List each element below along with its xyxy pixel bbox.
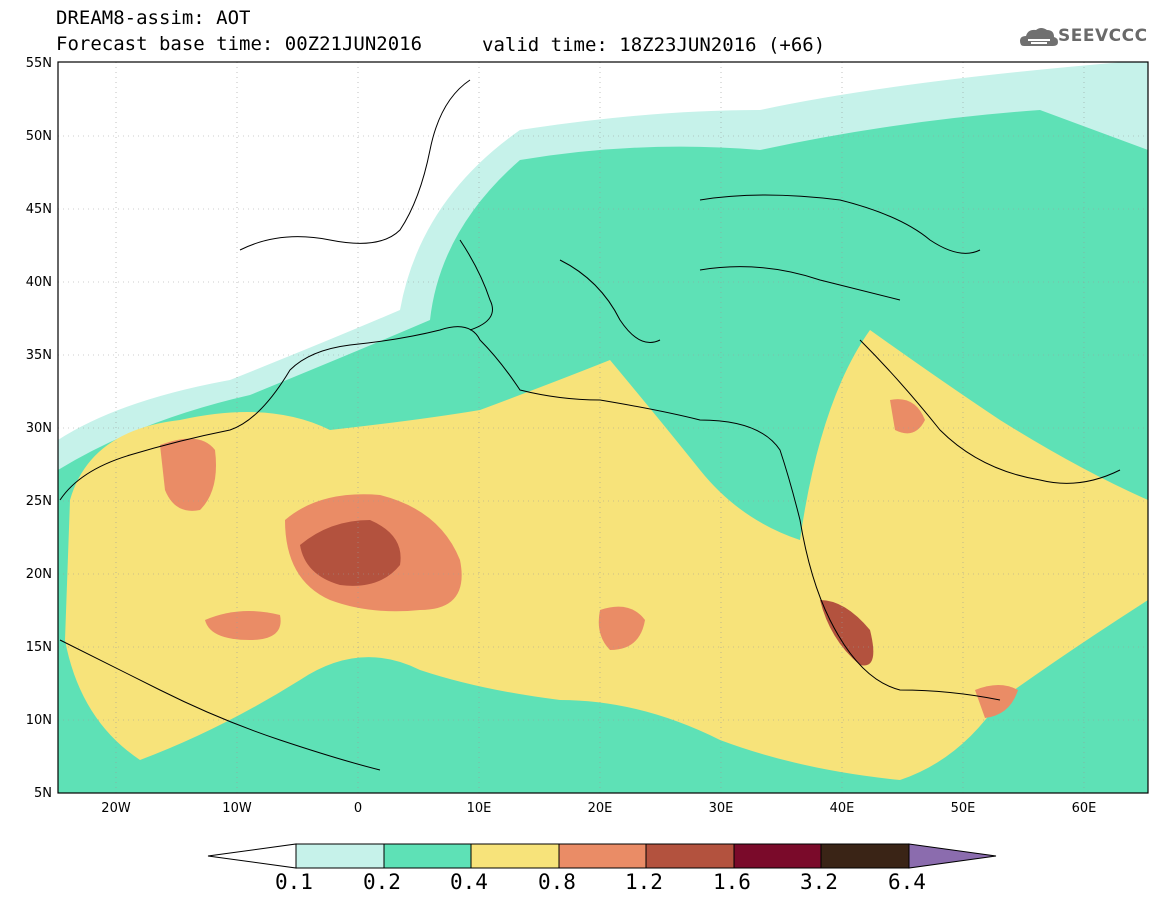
aot-band-0-8-arabia: [890, 399, 925, 434]
lat-label: 20N: [26, 567, 52, 582]
colorbar-low-arrow: [207, 843, 297, 869]
map-title: DREAM8-assim: AOT: [56, 7, 251, 29]
aot-band-0-8-sudan: [598, 606, 645, 650]
cloud-logo-icon: [1020, 28, 1058, 46]
colorbar-label: 0.1: [275, 870, 313, 894]
lat-label: 30N: [26, 421, 52, 436]
logo-text: SEEVCCC: [1058, 26, 1148, 46]
aot-band-1-2-core: [300, 520, 401, 586]
colorbar-swatch: [820, 843, 910, 869]
aot-band-0-8-westsahara: [160, 438, 216, 511]
colorbar-label: 0.2: [363, 870, 401, 894]
lon-label: 30E: [709, 801, 734, 816]
lon-label: 20E: [588, 801, 613, 816]
colorbar-label: 0.4: [450, 870, 488, 894]
colorbar-swatch: [295, 843, 385, 869]
coastlines: [59, 79, 1121, 771]
lat-label: 55N: [26, 56, 52, 71]
latitude-labels: 55N 50N 45N 40N 35N 30N 25N 20N 15N 10N …: [26, 56, 52, 801]
colorbar-label: 1.6: [713, 870, 751, 894]
colorbar-swatch: [470, 843, 560, 869]
lat-label: 45N: [26, 202, 52, 217]
lon-label: 10E: [467, 801, 492, 816]
colorbar-high-arrow: [908, 843, 997, 869]
colorbar-label: 0.8: [538, 870, 576, 894]
longitude-labels: 20W 10W 0 10E 20E 30E 40E 50E 60E: [101, 801, 1096, 816]
lat-label: 35N: [26, 348, 52, 363]
lat-label: 15N: [26, 640, 52, 655]
lat-label: 25N: [26, 494, 52, 509]
aot-band-0-8-somalia: [975, 685, 1018, 718]
colorbar: [207, 843, 997, 869]
lon-label: 10W: [222, 801, 252, 816]
colorbar-label: 3.2: [800, 870, 838, 894]
lon-label: 60E: [1072, 801, 1097, 816]
colorbar-swatch: [383, 843, 472, 869]
valid-time: valid time: 18Z23JUN2016 (+66): [482, 34, 826, 56]
aot-band-0-8-mali: [205, 611, 281, 640]
lat-label: 5N: [34, 786, 52, 801]
colorbar-swatch: [733, 843, 822, 869]
lon-label: 50E: [951, 801, 976, 816]
aot-band-0-4: [65, 330, 1148, 780]
lat-label: 50N: [26, 129, 52, 144]
colorbar-swatch: [558, 843, 647, 869]
lon-label: 40E: [830, 801, 855, 816]
colorbar-swatch: [645, 843, 735, 869]
aot-band-1-2-redsea: [820, 600, 874, 666]
lon-label: 0: [354, 801, 362, 816]
lon-label: 20W: [101, 801, 131, 816]
colorbar-label: 6.4: [888, 870, 926, 894]
colorbar-label: 1.2: [625, 870, 663, 894]
lat-label: 40N: [26, 275, 52, 290]
lat-label: 10N: [26, 713, 52, 728]
forecast-base-time: Forecast base time: 00Z21JUN2016: [56, 33, 423, 55]
